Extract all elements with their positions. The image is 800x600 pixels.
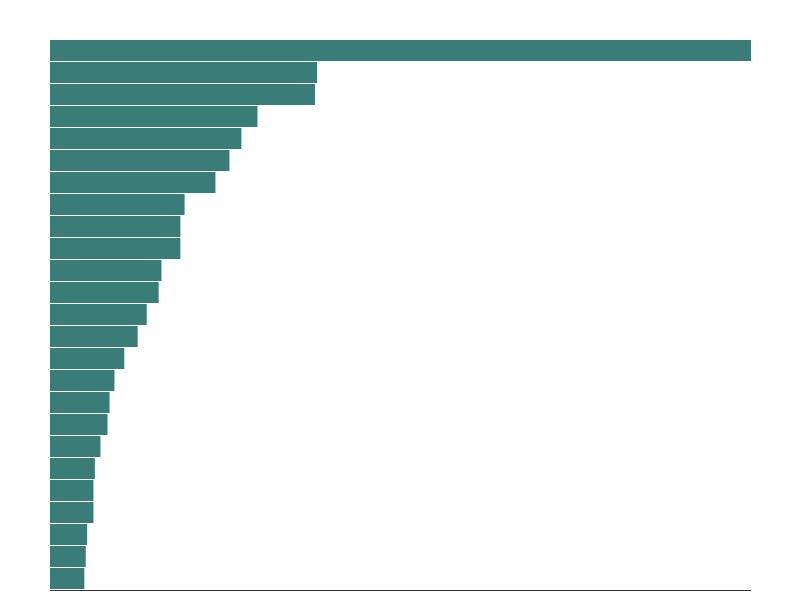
bar-15 <box>50 348 125 369</box>
bar-24 <box>50 546 86 567</box>
bar-22 <box>50 502 94 523</box>
bar-4 <box>50 106 258 127</box>
bar-7 <box>50 172 216 193</box>
bar-13 <box>50 304 147 325</box>
bar-23 <box>50 524 88 545</box>
bar-20 <box>50 458 95 479</box>
bar-18 <box>50 414 108 435</box>
bar-17 <box>50 392 110 413</box>
bar-11 <box>50 260 162 281</box>
bar-2 <box>50 62 318 83</box>
bar-5 <box>50 128 242 149</box>
bars-group <box>50 40 751 589</box>
bar-8 <box>50 194 185 215</box>
bar-6 <box>50 150 230 171</box>
bar-12 <box>50 282 159 303</box>
bar-14 <box>50 326 138 347</box>
bar-9 <box>50 216 181 237</box>
bar-21 <box>50 480 94 501</box>
bar-10 <box>50 238 181 259</box>
bar-25 <box>50 568 85 589</box>
bar-1 <box>50 40 751 61</box>
bar-19 <box>50 436 101 457</box>
bar-16 <box>50 370 115 391</box>
bar-3 <box>50 84 315 105</box>
